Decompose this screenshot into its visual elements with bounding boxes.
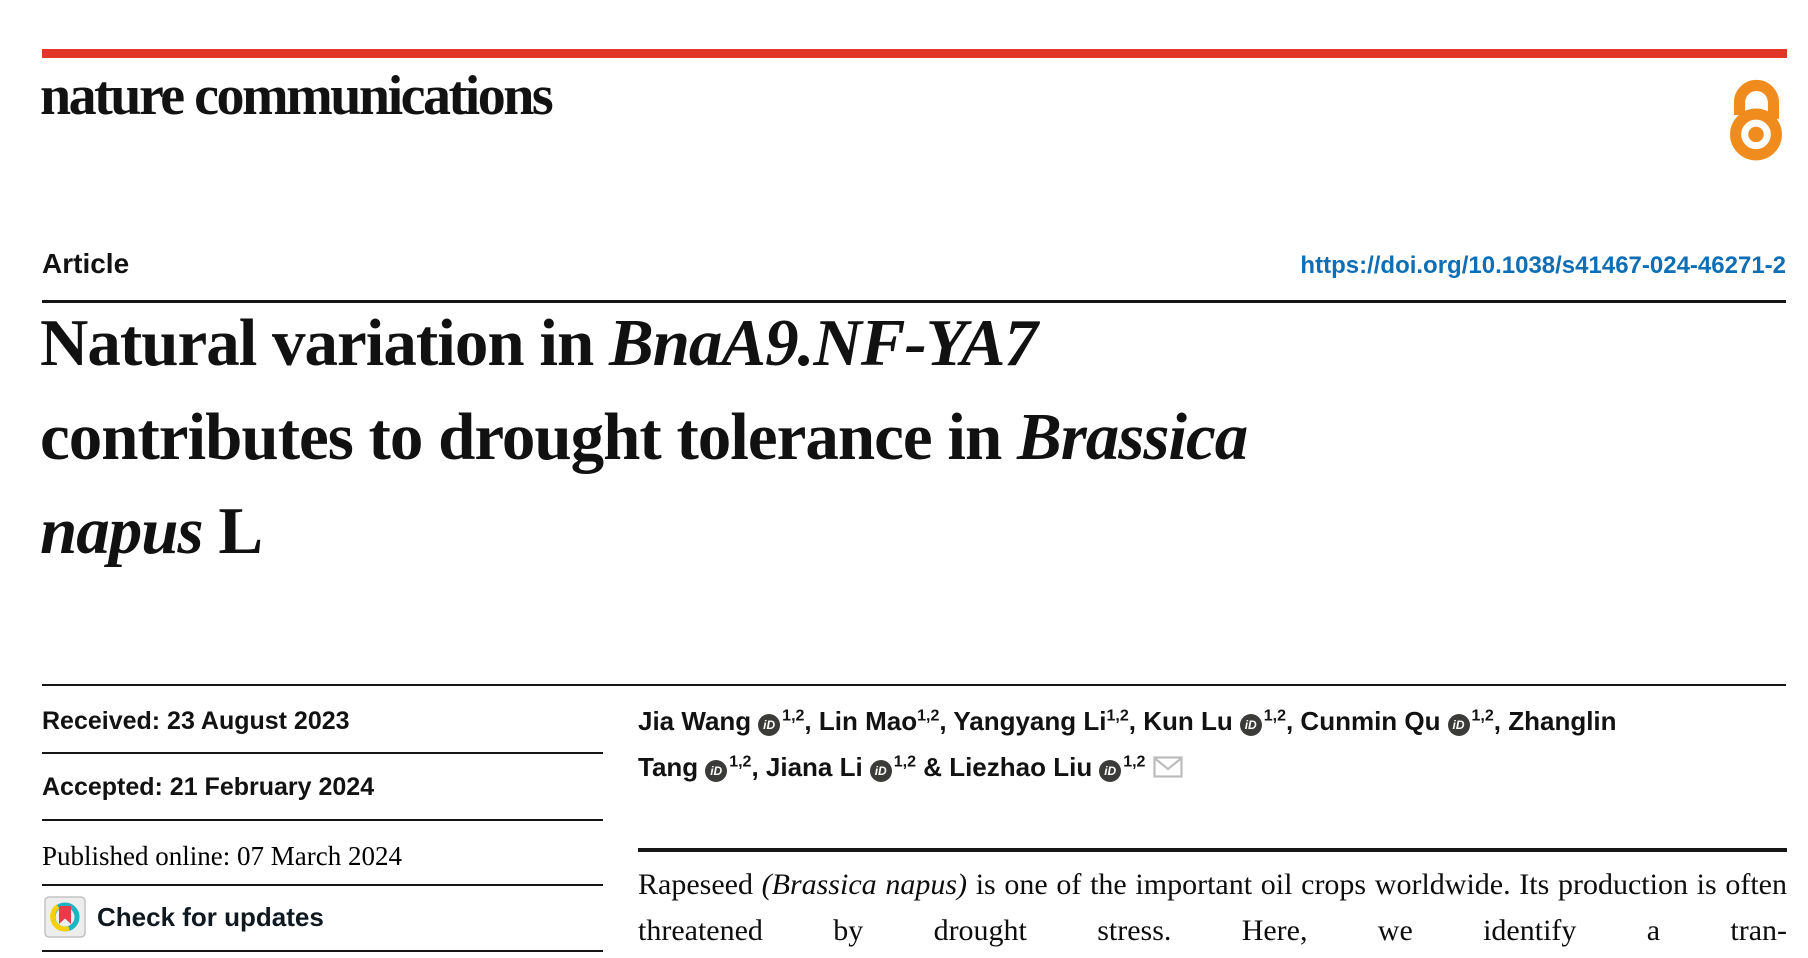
history-divider <box>42 819 603 821</box>
history-divider <box>42 950 603 952</box>
doi-link[interactable]: https://doi.org/10.1038/s41467-024-46271… <box>1300 252 1786 279</box>
author: Kun Lu iD1,2 <box>1143 706 1286 736</box>
section-divider <box>42 684 1786 686</box>
abstract-text: Rapeseed (Brassica napus) is one of the … <box>638 862 1787 954</box>
author-separator: , <box>1128 706 1144 736</box>
author-name: Zhanglin Tang <box>638 706 1617 782</box>
author-name: Jia Wang <box>638 706 752 736</box>
author-separator: , <box>1285 706 1301 736</box>
affiliation-superscript: 1,2 <box>1123 753 1146 771</box>
journal-logo: nature communications <box>40 65 554 127</box>
masthead-accent-bar <box>42 49 1787 58</box>
author-name: Liezhao Liu <box>949 752 1093 782</box>
author-list: Jia Wang iD1,2, Lin Mao1,2, Yangyang Li1,… <box>638 698 1658 792</box>
author-name: Yangyang Li <box>953 706 1107 736</box>
history-divider <box>42 752 603 754</box>
author: Jia Wang iD1,2 <box>638 706 804 736</box>
title-gene-name: BnaA9.NF-YA7 <box>608 306 1038 380</box>
accepted-date: Accepted: 21 February 2024 <box>42 773 375 801</box>
affiliation-superscript: 1,2 <box>729 753 752 771</box>
orcid-icon[interactable]: iD <box>758 714 781 736</box>
author-separator: , <box>804 706 819 736</box>
title-line-3: napus L <box>40 484 1640 578</box>
email-icon[interactable] <box>1153 746 1184 792</box>
abstract-body: is one of the important oil crops worldw… <box>638 868 1787 947</box>
author-name: Cunmin Qu <box>1300 706 1441 736</box>
author: Cunmin Qu iD1,2 <box>1300 706 1494 736</box>
paper-title: Natural variation in BnaA9.NF-YA7 contri… <box>40 296 1640 578</box>
author-name: Jiana Li <box>765 752 863 782</box>
check-for-updates-button[interactable]: Check for updates <box>44 896 324 938</box>
title-species-name: Brassica <box>1017 400 1248 474</box>
open-padlock-icon <box>1730 79 1782 161</box>
header-divider <box>42 300 1786 303</box>
author: Yangyang Li1,2 <box>953 706 1128 736</box>
affiliation-superscript: 1,2 <box>782 707 805 725</box>
title-text: contributes to drought tolerance in <box>40 400 1018 474</box>
author-separator-ampersand: & <box>915 752 950 782</box>
published-date: Published online: 07 March 2024 <box>42 841 402 871</box>
received-date: Received: 23 August 2023 <box>42 707 350 735</box>
orcid-icon[interactable]: iD <box>1239 714 1262 736</box>
author: Jiana Li iD1,2 <box>766 752 916 782</box>
author: Zhanglin Tang iD1,2 <box>638 706 1617 782</box>
open-access-icon[interactable] <box>1724 71 1788 161</box>
title-species-name: napus <box>40 494 204 568</box>
title-text: Natural variation in <box>40 306 609 380</box>
abstract-species-name: (Brassica napus) <box>761 868 967 901</box>
author-separator: , <box>939 706 954 736</box>
affiliation-superscript: 1,2 <box>893 753 916 771</box>
abstract-lead: Rapeseed <box>638 868 762 901</box>
abstract-divider <box>638 848 1787 852</box>
author-separator: , <box>751 752 766 782</box>
author: Lin Mao1,2 <box>819 706 939 736</box>
title-line-1: Natural variation in BnaA9.NF-YA7 <box>40 296 1640 390</box>
author: Liezhao Liu iD1,2 <box>949 752 1145 782</box>
orcid-icon[interactable]: iD <box>1099 760 1122 782</box>
check-for-updates-label: Check for updates <box>97 901 324 932</box>
orcid-icon[interactable]: iD <box>705 760 728 782</box>
history-divider <box>42 884 603 886</box>
article-type-label: Article <box>42 248 130 279</box>
affiliation-superscript: 1,2 <box>1471 707 1494 725</box>
author-name: Lin Mao <box>818 706 918 736</box>
author-separator: , <box>1493 706 1509 736</box>
author-name: Kun Lu <box>1143 706 1233 736</box>
title-text: L <box>202 494 263 568</box>
affiliation-superscript: 1,2 <box>1106 707 1129 725</box>
affiliation-superscript: 1,2 <box>917 707 940 725</box>
crossmark-icon <box>44 896 86 938</box>
orcid-icon[interactable]: iD <box>869 760 892 782</box>
orcid-icon[interactable]: iD <box>1447 714 1470 736</box>
title-line-2: contributes to drought tolerance in Bras… <box>40 390 1640 484</box>
affiliation-superscript: 1,2 <box>1263 707 1286 725</box>
